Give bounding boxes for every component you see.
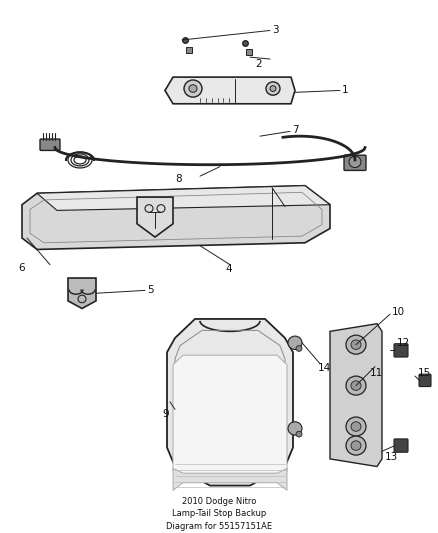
Circle shape [346,436,366,455]
Polygon shape [137,197,173,237]
Circle shape [288,422,302,435]
FancyBboxPatch shape [419,374,431,386]
Circle shape [184,80,202,97]
Polygon shape [173,355,287,479]
Circle shape [346,417,366,436]
Circle shape [189,85,197,92]
Text: 11: 11 [370,368,383,378]
FancyBboxPatch shape [40,139,60,150]
Polygon shape [22,185,330,249]
Circle shape [351,422,361,431]
Text: 15: 15 [418,368,431,378]
Text: 10: 10 [392,308,405,317]
Polygon shape [165,77,295,104]
FancyBboxPatch shape [394,344,408,357]
Text: 1: 1 [342,85,349,95]
Circle shape [296,345,302,351]
Circle shape [351,381,361,390]
Polygon shape [173,469,287,490]
FancyBboxPatch shape [344,155,366,171]
Circle shape [346,335,366,354]
Text: 12: 12 [397,338,410,348]
Polygon shape [167,319,293,486]
Circle shape [266,82,280,95]
Text: 8: 8 [175,174,182,184]
FancyBboxPatch shape [394,439,408,452]
Circle shape [288,336,302,350]
Circle shape [351,340,361,350]
Circle shape [351,441,361,450]
Text: 6: 6 [18,263,25,273]
Text: 2: 2 [255,59,261,69]
Text: 4: 4 [225,264,232,274]
Circle shape [349,156,361,167]
Text: 5: 5 [147,285,154,295]
Circle shape [346,376,366,395]
Circle shape [270,86,276,91]
Text: 2010 Dodge Nitro
Lamp-Tail Stop Backup
Diagram for 55157151AE: 2010 Dodge Nitro Lamp-Tail Stop Backup D… [166,497,272,531]
Text: 13: 13 [385,452,398,462]
Text: 14: 14 [318,364,331,374]
Polygon shape [330,324,382,466]
Polygon shape [68,278,96,309]
Text: 3: 3 [272,26,279,36]
Text: 9: 9 [162,409,169,419]
Polygon shape [37,185,330,211]
Circle shape [296,431,302,437]
Text: 7: 7 [292,125,299,135]
